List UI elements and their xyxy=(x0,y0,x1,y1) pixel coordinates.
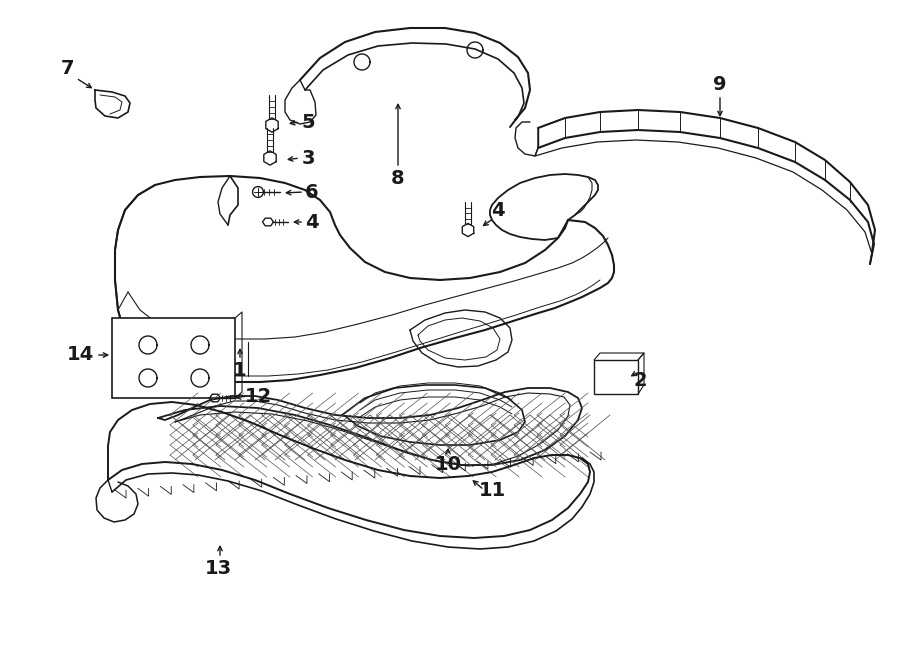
Text: 4: 4 xyxy=(491,200,505,219)
Text: 10: 10 xyxy=(435,455,462,475)
Text: 14: 14 xyxy=(67,346,94,364)
Text: 13: 13 xyxy=(204,559,231,578)
Polygon shape xyxy=(112,318,235,398)
Text: 6: 6 xyxy=(305,182,319,202)
Text: 4: 4 xyxy=(305,212,319,231)
Polygon shape xyxy=(594,360,638,394)
Text: 5: 5 xyxy=(302,112,315,132)
Text: 8: 8 xyxy=(392,169,405,188)
Text: 12: 12 xyxy=(245,387,272,405)
Text: 11: 11 xyxy=(479,481,506,500)
Text: 2: 2 xyxy=(634,371,647,389)
Text: 1: 1 xyxy=(233,360,247,379)
Text: 3: 3 xyxy=(302,149,315,167)
Text: 9: 9 xyxy=(713,75,727,95)
Text: 7: 7 xyxy=(61,59,75,77)
